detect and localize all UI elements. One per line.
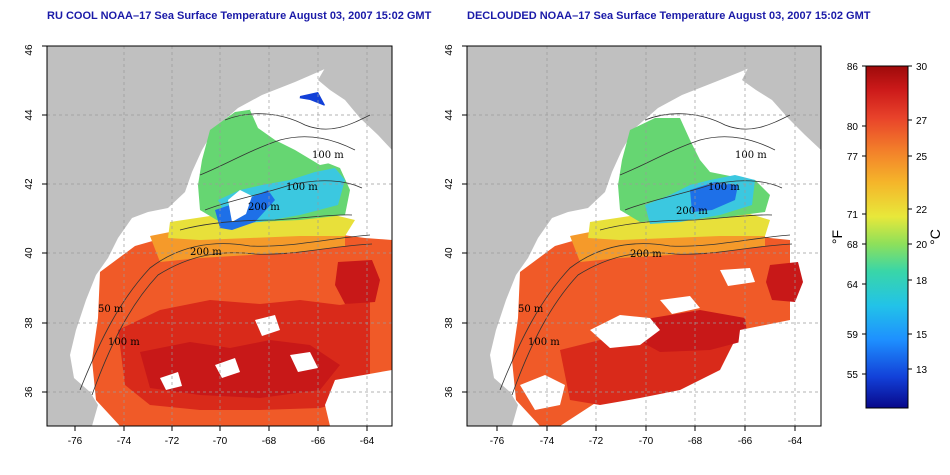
sst-warm-patch: [335, 260, 380, 304]
x-tick-label: -72: [165, 436, 180, 447]
x-tick-label: -68: [262, 436, 277, 447]
x-tick-label: -68: [688, 436, 703, 447]
y-tick-label: 36: [444, 386, 455, 398]
fahrenheit-tick: 68: [847, 240, 859, 251]
contour-label: 100 m: [708, 182, 740, 193]
fahrenheit-tick: 71: [847, 210, 859, 221]
left-panel-title: RU COOL NOAA–17 Sea Surface Temperature …: [47, 10, 432, 22]
land-mass: [467, 46, 785, 426]
cloud-mask: [250, 95, 360, 165]
contour-label: 100 m: [286, 182, 318, 193]
cloud-mask: [160, 315, 318, 390]
fahrenheit-tick: 55: [847, 370, 859, 381]
celsius-tick: 25: [916, 152, 928, 163]
fahrenheit-tick: 64: [847, 280, 859, 291]
celsius-tick: 13: [916, 365, 928, 376]
y-tick-label: 40: [24, 247, 35, 259]
contour-label: 50 m: [98, 304, 124, 315]
contour-label: 100 m: [528, 337, 560, 348]
x-tick-label: -70: [639, 436, 654, 447]
right-panel-title: DECLOUDED NOAA–17 Sea Surface Temperatur…: [467, 10, 871, 22]
y-tick-label: 42: [24, 178, 35, 190]
map-frame: [466, 45, 822, 427]
fahrenheit-tick: 59: [847, 330, 859, 341]
contour-label: 200 m: [676, 206, 708, 217]
y-tick-label: 44: [444, 109, 455, 121]
y-tick-label: 46: [24, 44, 35, 56]
sst-blue-front: [690, 182, 738, 212]
fahrenheit-unit-label: °F: [829, 230, 845, 244]
left-map-panel: 100 m 100 m 200 m 200 m 50 m 100 m -76 -…: [24, 44, 393, 447]
sst-yellow-band: [588, 212, 770, 240]
cloud-mask: [680, 95, 795, 168]
y-tick-label: 42: [444, 178, 455, 190]
lat-lon-grid: [467, 46, 821, 426]
y-tick-label: 40: [444, 247, 455, 259]
fahrenheit-tick: 80: [847, 122, 859, 133]
celsius-tick: 22: [916, 205, 928, 216]
colorbar-gradient: [865, 65, 909, 409]
celsius-unit-label: °C: [927, 229, 943, 245]
contour-label: 200 m: [248, 202, 280, 213]
x-tick-label: -72: [589, 436, 604, 447]
right-map-panel: 100 m 100 m 200 m 200 m 50 m 100 m -76 -…: [444, 44, 822, 447]
y-tick-label: 38: [24, 317, 35, 329]
bathymetry-contours: [79, 113, 373, 396]
celsius-tick: 27: [916, 116, 928, 127]
y-tick-label: 44: [24, 109, 35, 121]
x-tick-label: -74: [117, 436, 132, 447]
contour-label: 200 m: [190, 247, 222, 258]
fahrenheit-tick: 77: [847, 152, 859, 163]
contour-label: 100 m: [735, 150, 767, 161]
contour-label: 100 m: [108, 337, 140, 348]
fahrenheit-tick: 86: [847, 62, 859, 73]
land-mass: [318, 46, 392, 150]
sst-hot-core: [140, 340, 340, 398]
y-tick-label: 38: [444, 317, 455, 329]
contour-label: 200 m: [630, 249, 662, 260]
x-tick-label: -64: [360, 436, 375, 447]
x-tick-label: -76: [68, 436, 83, 447]
x-tick-label: -64: [788, 436, 803, 447]
x-tick-label: -66: [738, 436, 753, 447]
y-tick-label: 36: [24, 386, 35, 398]
land-mass: [47, 46, 360, 426]
temperature-colorbar: 86 80 77 71 68 64 59 55 30 27 25 22 20 1…: [829, 62, 943, 409]
x-tick-label: -74: [540, 436, 555, 447]
contour-label: 100 m: [312, 150, 344, 161]
celsius-tick: 18: [916, 276, 928, 287]
celsius-tick: 20: [916, 240, 928, 251]
land-mass: [742, 46, 821, 150]
sst-warm-patch: [766, 262, 803, 302]
cloud-mask: [228, 190, 252, 222]
contour-label: 50 m: [518, 304, 544, 315]
celsius-tick: 30: [916, 62, 928, 73]
cloud-mask: [660, 268, 755, 314]
x-tick-label: -66: [311, 436, 326, 447]
celsius-tick: 15: [916, 330, 928, 341]
y-tick-label: 46: [444, 44, 455, 56]
cloud-mask: [520, 375, 565, 410]
sst-hot-core: [638, 310, 748, 352]
x-tick-label: -70: [213, 436, 228, 447]
cloud-mask: [325, 370, 392, 426]
x-tick-label: -76: [490, 436, 505, 447]
